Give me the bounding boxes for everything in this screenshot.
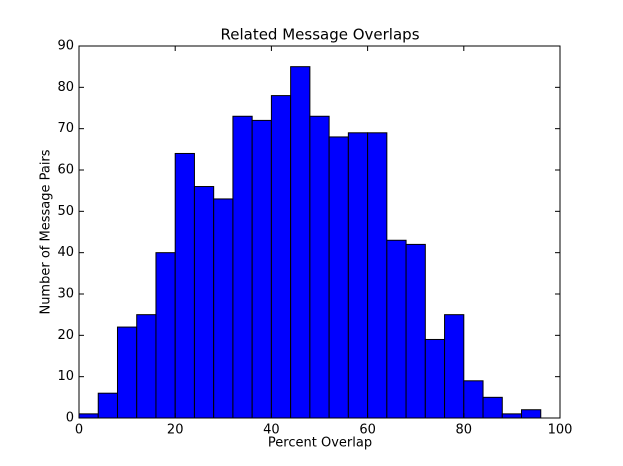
x-axis-label: Percent Overlap (268, 436, 372, 451)
bar (116, 326, 138, 419)
bar (309, 115, 330, 419)
bar (367, 132, 388, 419)
y-axis-label: Number of Message Pairs (39, 149, 54, 314)
bar (521, 409, 542, 419)
y-tick-label: 10 (57, 369, 74, 384)
chart-title: Related Message Overlaps (220, 26, 419, 44)
bar (482, 396, 503, 419)
x-tick-label: 80 (456, 423, 473, 438)
bar (270, 95, 292, 419)
bar (97, 392, 118, 419)
y-tick-label: 50 (57, 204, 74, 219)
bar (290, 66, 311, 419)
bar (78, 413, 99, 419)
plot-frame (78, 45, 561, 419)
bar (232, 115, 253, 419)
x-tick-label: 20 (167, 423, 184, 438)
x-tick-label: 40 (263, 423, 280, 438)
y-tick-label: 40 (57, 245, 74, 260)
x-tick-label: 60 (359, 423, 376, 438)
bar (424, 338, 446, 419)
bar (501, 413, 523, 419)
bar (155, 252, 176, 419)
y-tick-label: 30 (57, 287, 74, 302)
y-tick-label: 90 (57, 39, 74, 54)
x-tick-label: 0 (75, 423, 83, 438)
bar (444, 314, 465, 419)
bar (463, 380, 484, 419)
y-tick-label: 20 (57, 328, 74, 343)
bar (328, 136, 349, 419)
bar (136, 314, 157, 419)
bar (386, 239, 407, 419)
y-tick-label: 80 (57, 80, 74, 95)
y-tick-label: 70 (57, 121, 74, 136)
bar (347, 132, 369, 419)
x-tick-label: 100 (548, 423, 573, 438)
bar (405, 243, 426, 419)
y-tick-label: 0 (66, 411, 74, 426)
bar (251, 119, 272, 419)
y-tick-label: 60 (57, 163, 74, 178)
bar (193, 186, 215, 419)
bar (213, 198, 234, 419)
bar (174, 152, 195, 419)
